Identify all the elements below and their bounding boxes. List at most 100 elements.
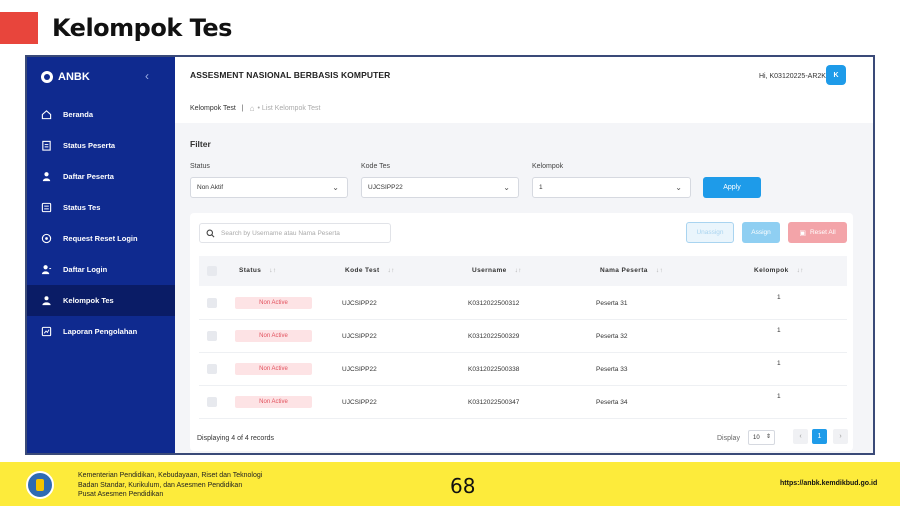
records-info: Displaying 4 of 4 records (197, 435, 275, 442)
user-greeting: Hi, K03120225-AR2K (759, 73, 826, 80)
sort-icon: ↓↑ (796, 267, 804, 274)
column-header-status[interactable]: Status ↓↑ (239, 267, 277, 274)
sidebar-item-label: Status Tes (63, 203, 101, 212)
kode-cell: UJCSIPP22 (342, 333, 377, 340)
chevron-down-icon: ⌄ (332, 183, 339, 192)
sidebar-item-status-peserta[interactable]: Status Peserta (27, 130, 175, 161)
sidebar-item-status-tes[interactable]: Status Tes (27, 192, 175, 223)
column-header-kelompok[interactable]: Kelompok ↓↑ (754, 267, 804, 274)
table-row[interactable]: Non Active UJCSIPP22 K0312022500312 Pese… (199, 287, 847, 320)
sidebar-item-label: Daftar Login (63, 265, 108, 274)
filter-title: Filter (190, 139, 211, 149)
sidebar-item-beranda[interactable]: Beranda (27, 99, 175, 130)
assign-button[interactable]: Assign (742, 222, 780, 243)
group-icon (41, 295, 52, 306)
app-title: ASSESMENT NASIONAL BERBASIS KOMPUTER (190, 70, 391, 80)
nama-cell: Peserta 31 (596, 300, 628, 307)
table-row[interactable]: Non Active UJCSIPP22 K0312022500329 Pese… (199, 320, 847, 353)
kode-tes-select[interactable]: UJCSIPP22 ⌄ (361, 177, 519, 198)
next-page-button[interactable]: › (833, 429, 848, 444)
sidebar-item-kelompok-tes[interactable]: Kelompok Tes (27, 285, 175, 316)
institution-line-2: Badan Standar, Kurikulum, dan Asesmen Pe… (78, 481, 243, 489)
status-select[interactable]: Non Aktif ⌄ (190, 177, 348, 198)
page-size-select[interactable]: 10 ⇕ (748, 430, 775, 445)
sidebar-item-label: Request Reset Login (63, 234, 138, 243)
prev-page-button[interactable]: ‹ (793, 429, 808, 444)
row-checkbox[interactable] (207, 364, 217, 374)
sort-icon: ↓↑ (655, 267, 664, 274)
status-badge: Non Active (235, 297, 312, 309)
column-header-nama-peserta[interactable]: Nama Peserta ↓↑ (600, 267, 663, 274)
chevron-down-icon: ⌄ (503, 183, 510, 192)
website-url: https://anbk.kemdikbud.go.id (780, 480, 878, 487)
breadcrumb-bullet: • (257, 105, 262, 112)
sidebar-item-label: Kelompok Tes (63, 296, 114, 305)
sort-chevron-icon: ⇕ (765, 434, 771, 440)
sidebar-item-request-reset-login[interactable]: Request Reset Login (27, 223, 175, 254)
column-label: Status (239, 267, 262, 274)
breadcrumb: Kelompok Test | ⌂ • List Kelompok Test (190, 104, 321, 113)
column-header-kode-test[interactable]: Kode Test ↓↑ (345, 267, 395, 274)
search-input[interactable]: Search by Username atau Nama Peserta (199, 223, 391, 243)
username-cell: K0312022500329 (468, 333, 520, 340)
sidebar-item-label: Laporan Pengolahan (63, 327, 138, 336)
table-row[interactable]: Non Active UJCSIPP22 K0312022500338 Pese… (199, 353, 847, 386)
brand-logo-icon (41, 71, 53, 83)
institution-line-3: Pusat Asesmen Pendidikan (78, 491, 164, 498)
home-icon[interactable]: ⌂ (249, 104, 255, 113)
top-header: ASSESMENT NASIONAL BERBASIS KOMPUTER Kel… (175, 57, 873, 123)
sidebar-item-laporan-pengolahan[interactable]: Laporan Pengolahan (27, 316, 175, 347)
username-cell: K0312022500338 (468, 366, 520, 373)
breadcrumb-sub[interactable]: List Kelompok Test (261, 105, 321, 112)
select-all-checkbox[interactable] (207, 266, 217, 276)
app-screenshot-frame: ANBK ‹ Beranda Status Peserta Daftar Pes… (25, 55, 875, 455)
page-number: 68 (450, 474, 476, 498)
kelompok-select[interactable]: 1 ⌄ (532, 177, 691, 198)
page-1-button[interactable]: 1 (812, 429, 827, 444)
avatar[interactable]: K (826, 65, 846, 85)
column-label: Nama Peserta (600, 267, 648, 274)
kelompok-cell: 1 (777, 360, 781, 367)
collapse-chevron-icon[interactable]: ‹ (145, 69, 149, 83)
sidebar-item-daftar-peserta[interactable]: Daftar Peserta (27, 161, 175, 192)
search-icon (206, 229, 215, 237)
kelompok-cell: 1 (777, 327, 781, 334)
brand-name: ANBK (58, 71, 90, 83)
title-accent-bar (0, 12, 38, 44)
status-label: Status (190, 163, 210, 170)
nama-cell: Peserta 34 (596, 399, 628, 406)
sidebar-item-label: Daftar Peserta (63, 172, 114, 181)
row-checkbox[interactable] (207, 298, 217, 308)
sidebar-item-label: Status Peserta (63, 141, 116, 150)
user-icon (41, 171, 52, 182)
main-content: ASSESMENT NASIONAL BERBASIS KOMPUTER Kel… (175, 57, 873, 453)
unassign-button[interactable]: Unassign (686, 222, 734, 243)
column-label: Kelompok (754, 267, 789, 274)
status-select-value: Non Aktif (197, 184, 224, 191)
reset-all-button[interactable]: ▣ Reset All (788, 222, 847, 243)
sidebar: ANBK ‹ Beranda Status Peserta Daftar Pes… (27, 57, 175, 453)
row-checkbox[interactable] (207, 397, 217, 407)
institution-text: Kementerian Pendidikan, Kebudayaan, Rise… (78, 471, 262, 500)
institution-line-1: Kementerian Pendidikan, Kebudayaan, Rise… (78, 472, 263, 479)
table-card: Search by Username atau Nama Peserta Una… (190, 213, 853, 451)
kelompok-select-value: 1 (539, 184, 543, 191)
brand[interactable]: ANBK (41, 69, 90, 85)
report-icon (41, 326, 52, 337)
sort-icon: ↓↑ (269, 267, 277, 274)
sidebar-menu: Beranda Status Peserta Daftar Peserta St… (27, 99, 175, 347)
table-row[interactable]: Non Active UJCSIPP22 K0312022500347 Pese… (199, 386, 847, 419)
nama-cell: Peserta 33 (596, 366, 628, 373)
page-size-value: 10 (753, 434, 760, 441)
kode-cell: UJCSIPP22 (342, 399, 377, 406)
status-badge: Non Active (235, 396, 312, 408)
column-header-username[interactable]: Username ↓↑ (472, 267, 522, 274)
sidebar-item-daftar-login[interactable]: Daftar Login (27, 254, 175, 285)
kode-tes-label: Kode Tes (361, 163, 391, 170)
apply-button[interactable]: Apply (703, 177, 761, 198)
search-placeholder: Search by Username atau Nama Peserta (221, 229, 340, 237)
home-icon (41, 109, 52, 120)
row-checkbox[interactable] (207, 331, 217, 341)
list-icon (41, 202, 52, 213)
